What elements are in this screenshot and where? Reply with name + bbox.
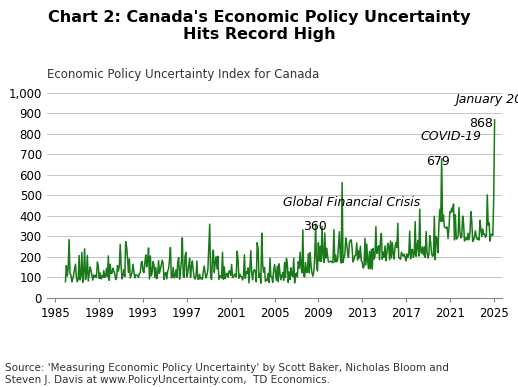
Text: COVID-19: COVID-19: [420, 130, 481, 143]
Text: Economic Policy Uncertainty Index for Canada: Economic Policy Uncertainty Index for Ca…: [47, 68, 319, 80]
Text: Source: 'Measuring Economic Policy Uncertainty' by Scott Baker, Nicholas Bloom a: Source: 'Measuring Economic Policy Uncer…: [5, 363, 449, 385]
Text: January 2025: January 2025: [455, 93, 518, 106]
Text: 868: 868: [470, 118, 494, 130]
Text: Chart 2: Canada's Economic Policy Uncertainty
Hits Record High: Chart 2: Canada's Economic Policy Uncert…: [48, 10, 470, 42]
Text: 360: 360: [303, 220, 327, 233]
Text: 679: 679: [426, 156, 450, 168]
Text: Global Financial Crisis: Global Financial Crisis: [283, 196, 421, 209]
